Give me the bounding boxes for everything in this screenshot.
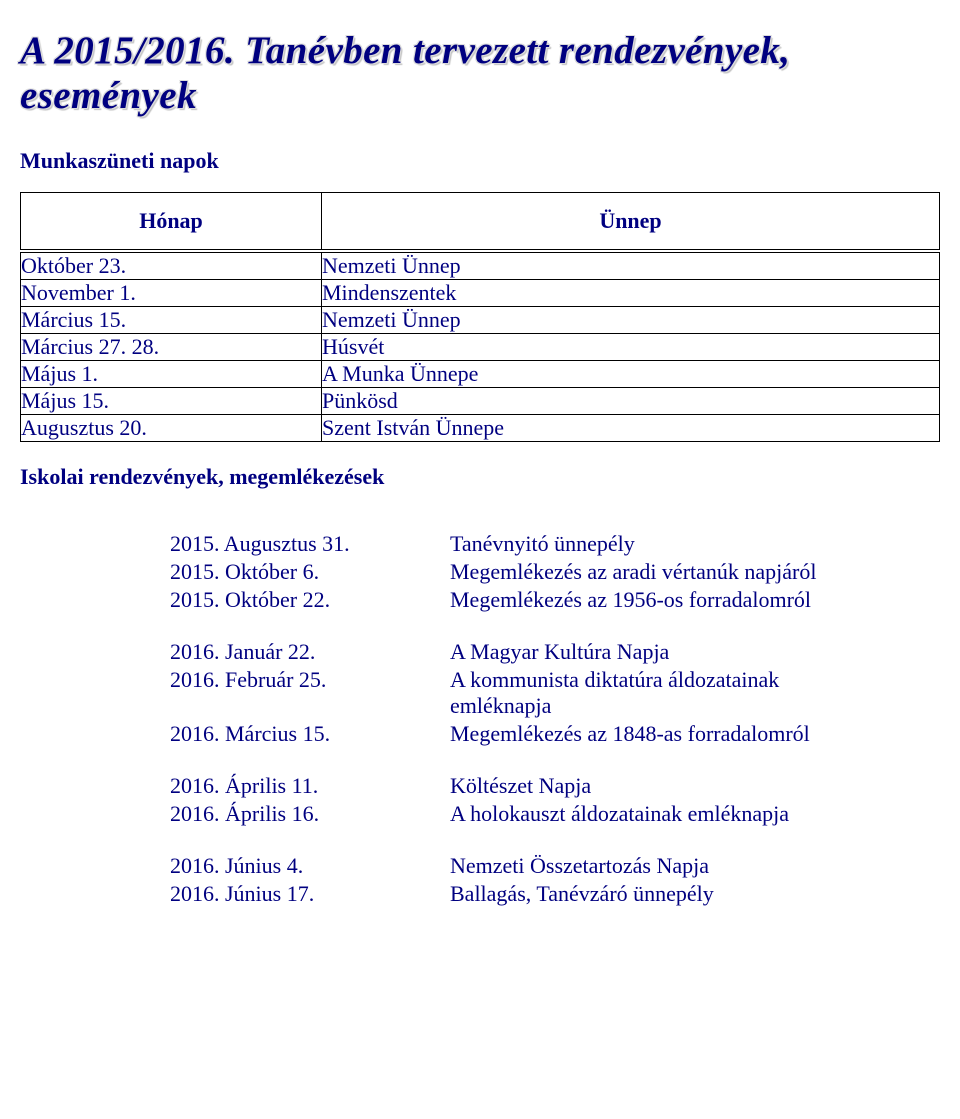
events-block: 2015. Augusztus 31.Tanévnyitó ünnepély 2… [170, 530, 940, 908]
table-row: Augusztus 20.Szent István Ünnepe [21, 415, 940, 442]
table-row: Május 1.A Munka Ünnepe [21, 361, 940, 388]
event-row: 2016. Február 25.A kommunista diktatúra … [170, 666, 830, 720]
event-row: 2016. Április 11.Költészet Napja [170, 772, 830, 800]
event-row: 2016. Január 22.A Magyar Kultúra Napja [170, 638, 830, 666]
table-row: Május 15.Pünkösd [21, 388, 940, 415]
event-row: 2016. Március 15.Megemlékezés az 1848-as… [170, 720, 830, 748]
event-row: 2015. Október 22.Megemlékezés az 1956-os… [170, 586, 830, 614]
section1-heading: Munkaszüneti napok [20, 148, 940, 174]
event-row: 2015. Október 6.Megemlékezés az aradi vé… [170, 558, 830, 586]
table-row: November 1.Mindenszentek [21, 280, 940, 307]
event-row: 2016. Április 16.A holokauszt áldozatain… [170, 800, 830, 828]
col-header-month: Hónap [21, 193, 322, 252]
events-table: 2015. Augusztus 31.Tanévnyitó ünnepély 2… [170, 530, 830, 908]
event-row: 2015. Augusztus 31.Tanévnyitó ünnepély [170, 530, 830, 558]
holidays-table: Hónap Ünnep Október 23.Nemzeti Ünnep Nov… [20, 192, 940, 442]
table-row: Március 27. 28.Húsvét [21, 334, 940, 361]
col-header-holiday: Ünnep [322, 193, 940, 252]
table-row: Március 15.Nemzeti Ünnep [21, 307, 940, 334]
event-row: 2016. Június 4.Nemzeti Összetartozás Nap… [170, 852, 830, 880]
event-row: 2016. Június 17.Ballagás, Tanévzáró ünne… [170, 880, 830, 908]
section2-heading: Iskolai rendezvények, megemlékezések [20, 464, 940, 490]
table-row: Október 23.Nemzeti Ünnep [21, 251, 940, 280]
page-title: A 2015/2016. Tanévben tervezett rendezvé… [20, 28, 940, 118]
